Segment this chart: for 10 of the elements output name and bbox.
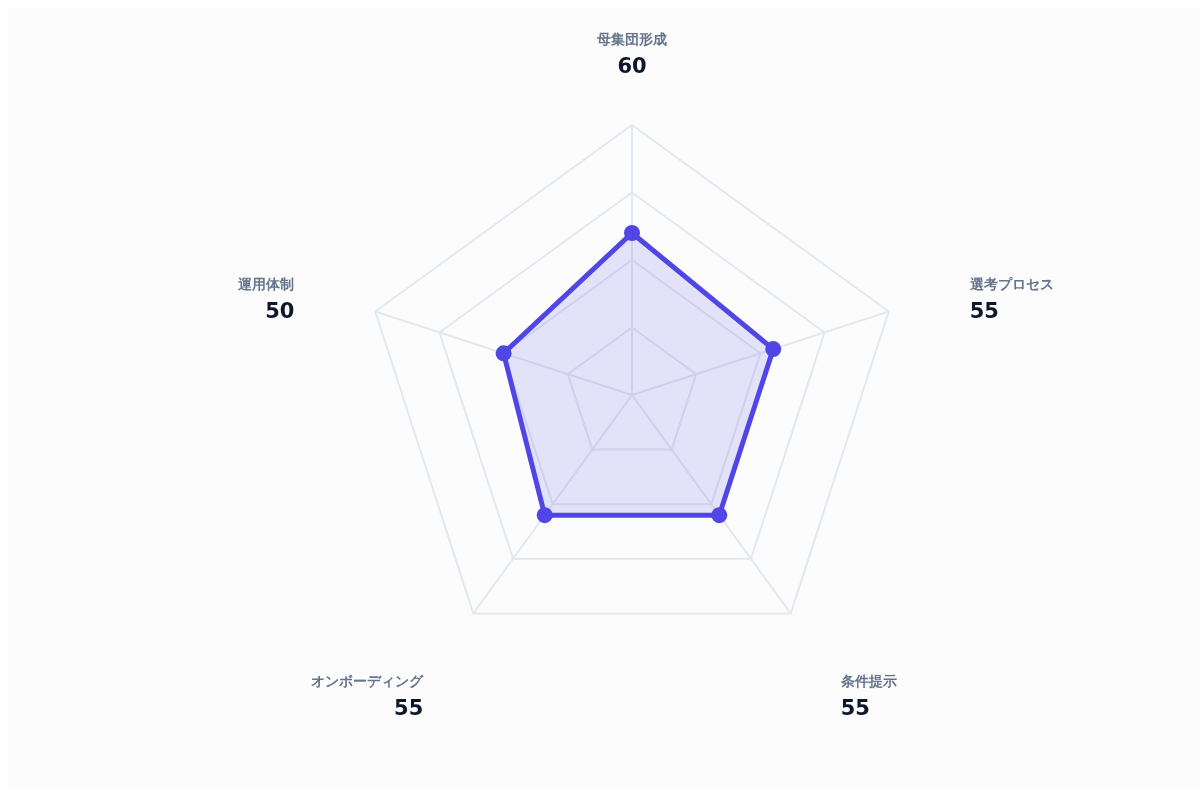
text: 55 (394, 696, 424, 721)
text: 60 (617, 54, 647, 78)
spoke-label: 運用体制 (237, 276, 295, 293)
spoke-label: オンボーディング (311, 673, 425, 690)
spoke-label: 母集団形成 (596, 31, 667, 47)
spoke-label: 選考プロセス (968, 276, 1054, 293)
text: 50 (265, 299, 295, 324)
text: 55 (840, 696, 870, 721)
spoke-label: 条件提示 (839, 673, 897, 690)
text: 55 (969, 299, 999, 324)
